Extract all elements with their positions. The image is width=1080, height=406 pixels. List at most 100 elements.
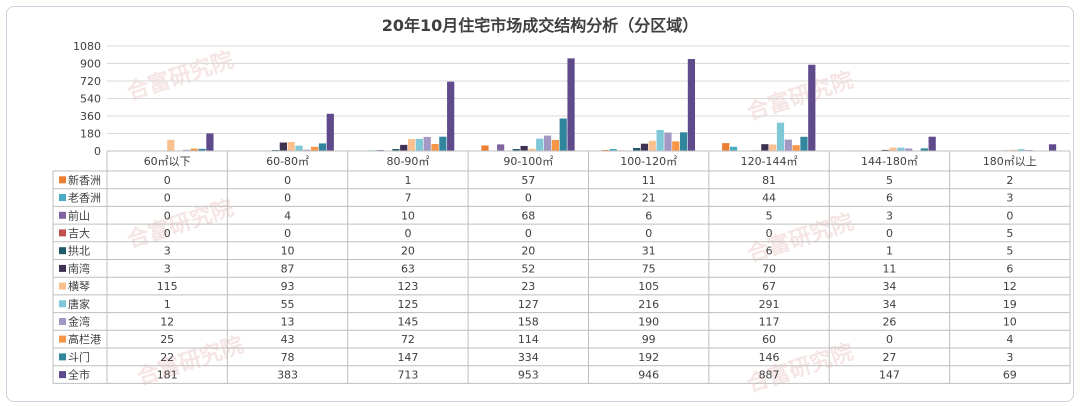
- table-value: 23: [521, 280, 535, 293]
- legend-series-name: 高栏港: [68, 332, 101, 346]
- bar: [679, 132, 688, 151]
- bar: [295, 145, 303, 151]
- table-value: 383: [277, 369, 298, 382]
- legend-series-name: 斗门: [68, 350, 90, 364]
- x-category-label: 80-90㎡: [386, 155, 429, 168]
- bar: [167, 139, 175, 151]
- bar: [722, 143, 730, 152]
- bar: [769, 144, 777, 151]
- bar: [407, 139, 416, 151]
- bar: [326, 113, 334, 151]
- bar: [198, 148, 206, 151]
- table-value: 5: [1006, 245, 1013, 258]
- bar: [729, 146, 738, 151]
- x-category-label: 100-120㎡: [620, 155, 677, 168]
- table-value: 11: [642, 174, 656, 187]
- bar: [656, 130, 664, 151]
- table-value: 63: [401, 262, 415, 275]
- bar: [520, 145, 528, 151]
- watermark-text: 合富研究院: [124, 47, 237, 106]
- table-value: 67: [762, 280, 776, 293]
- table-value: 70: [762, 262, 776, 275]
- table-value: 6: [766, 245, 773, 258]
- y-tick-label: 720: [80, 75, 101, 88]
- table-value: 953: [518, 369, 539, 382]
- table-value: 21: [642, 192, 656, 205]
- chart-frame: [6, 6, 1074, 402]
- table-value: 34: [882, 298, 896, 311]
- watermark-text: 合富研究院: [744, 67, 857, 126]
- bar: [439, 136, 447, 151]
- table-value: 0: [284, 192, 291, 205]
- table-value: 3: [164, 245, 171, 258]
- legend-swatch: [59, 176, 66, 184]
- table-value: 0: [164, 192, 171, 205]
- table-value: 0: [164, 174, 171, 187]
- table-value: 34: [882, 280, 896, 293]
- x-category-label: 60-80㎡: [266, 155, 309, 168]
- table-value: 146: [759, 351, 780, 364]
- bar: [536, 138, 544, 151]
- table-value: 0: [284, 174, 291, 187]
- table-value: 114: [518, 333, 539, 346]
- y-tick-label: 900: [80, 58, 101, 71]
- bar: [279, 142, 287, 151]
- bar: [664, 132, 672, 151]
- legend-series-name: 唐家: [68, 297, 90, 311]
- table-value: 27: [882, 351, 896, 364]
- bar: [776, 122, 785, 151]
- bar: [392, 149, 400, 151]
- legend-series-name: 全市: [68, 368, 90, 382]
- table-value: 147: [397, 351, 418, 364]
- y-tick-label: 0: [94, 145, 101, 158]
- table-value: 57: [521, 174, 535, 187]
- table-value: 0: [1006, 209, 1013, 222]
- table-value: 0: [284, 227, 291, 240]
- table-value: 60: [762, 333, 776, 346]
- table-value: 0: [164, 227, 171, 240]
- legend-swatch: [59, 264, 66, 272]
- table-value: 19: [1003, 298, 1017, 311]
- table-value: 12: [1003, 280, 1017, 293]
- table-value: 115: [157, 280, 178, 293]
- table-value: 1: [404, 174, 411, 187]
- bar: [897, 147, 905, 151]
- table-value: 0: [525, 192, 532, 205]
- legend-swatch: [59, 229, 66, 237]
- table-value: 10: [1003, 316, 1017, 329]
- x-category-label: 180㎡以上: [983, 155, 1037, 168]
- table-value: 334: [518, 351, 539, 364]
- table-value: 12: [160, 316, 174, 329]
- table-value: 946: [638, 369, 659, 382]
- x-category-label: 144-180㎡: [861, 155, 918, 168]
- table-value: 0: [886, 227, 893, 240]
- x-category-label: 60㎡以下: [144, 155, 191, 168]
- table-value: 26: [882, 316, 896, 329]
- table-value: 87: [281, 262, 295, 275]
- legend-series-name: 新香洲: [68, 173, 101, 187]
- watermark-text: 合富研究院: [134, 332, 247, 391]
- y-tick-label: 180: [80, 128, 101, 141]
- table-value: 713: [397, 369, 418, 382]
- watermark-text: 合富研究院: [744, 209, 857, 268]
- bar: [1017, 149, 1025, 151]
- bar: [400, 144, 408, 152]
- table-value: 2: [1006, 174, 1013, 187]
- table-value: 68: [521, 209, 535, 222]
- table-value: 93: [281, 280, 295, 293]
- bar: [920, 148, 928, 152]
- bar: [881, 149, 889, 151]
- table-value: 72: [401, 333, 415, 346]
- table-value: 22: [160, 351, 174, 364]
- bar: [792, 145, 800, 151]
- bar: [808, 64, 816, 151]
- table-value: 10: [281, 245, 295, 258]
- table-value: 69: [1003, 369, 1017, 382]
- bar: [784, 139, 792, 152]
- bar: [431, 144, 439, 151]
- bar: [567, 58, 575, 151]
- table-value: 216: [638, 298, 659, 311]
- table-value: 3: [164, 262, 171, 275]
- bar: [318, 143, 327, 151]
- table-value: 887: [759, 369, 780, 382]
